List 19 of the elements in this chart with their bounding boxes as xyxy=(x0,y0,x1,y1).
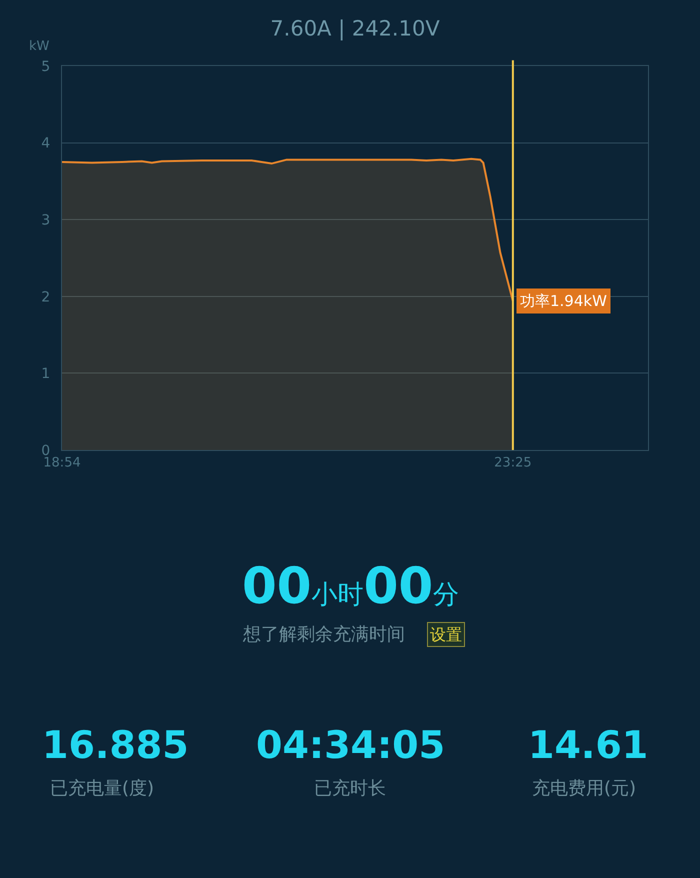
text: 00小时00分 xyxy=(242,557,460,615)
text: 设置 xyxy=(430,625,462,644)
annotation: 功率1.94kW xyxy=(520,292,608,310)
text: 已充电量(度) xyxy=(50,778,154,799)
text: 想了解剩余充满时间 xyxy=(242,624,405,645)
text: 充电费用(元) xyxy=(532,778,636,799)
y-tick-label: 5 xyxy=(41,58,50,75)
y-tick-label: 1 xyxy=(41,366,50,382)
text: 14.61 xyxy=(528,723,648,767)
y-axis-title: kW xyxy=(29,39,50,54)
chart-title: 7.60A | 242.10V xyxy=(270,16,440,40)
x-tick-label: 23:25 xyxy=(494,456,532,471)
text: 已充时长 xyxy=(314,778,386,799)
y-tick-label: 4 xyxy=(41,136,50,152)
text: 04:34:05 xyxy=(256,723,446,767)
text: 16.885 xyxy=(42,723,189,767)
y-tick-label: 3 xyxy=(41,212,50,228)
x-tick-label: 18:54 xyxy=(43,456,81,471)
y-tick-label: 2 xyxy=(41,289,50,306)
